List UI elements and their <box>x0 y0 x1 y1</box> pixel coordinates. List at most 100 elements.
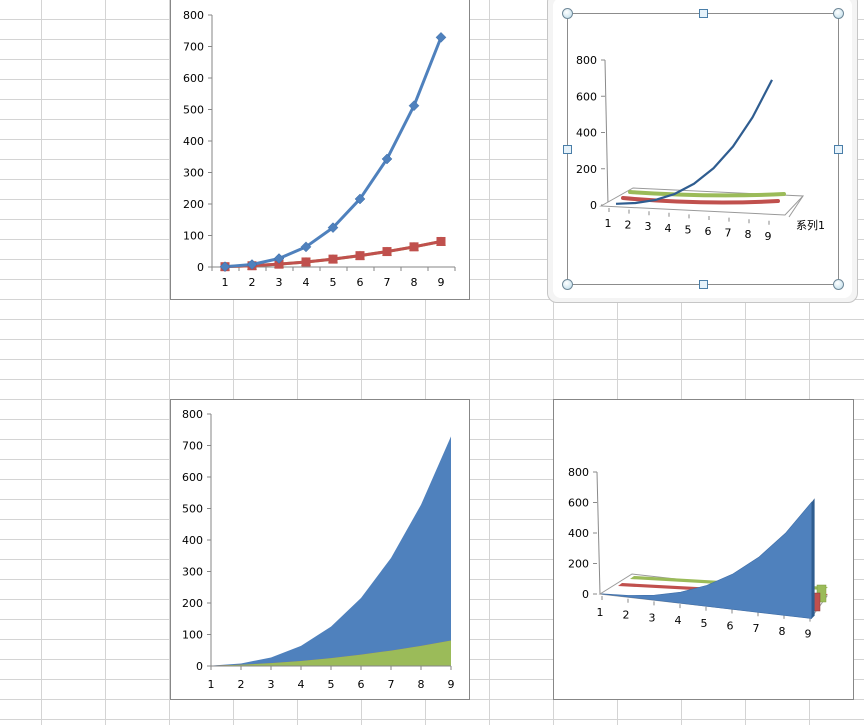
square-marker <box>274 259 284 269</box>
y-tick-label: 0 <box>590 199 597 212</box>
x-tick-label: 8 <box>779 625 786 638</box>
x-tick-label: 2 <box>623 609 630 622</box>
resize-handle-bottom-left[interactable] <box>562 279 573 290</box>
y-tick-label: 0 <box>197 261 204 274</box>
line-chart-with-markers[interactable]: 0 100 200 300 400 500 600 700 800 1 2 3 4 5 6 7 8 9 <box>170 0 470 300</box>
y-tick-label: 600 <box>576 90 597 103</box>
diamond-marker <box>381 153 393 165</box>
x-tick-label: 9 <box>805 628 812 641</box>
y-tick-label: 500 <box>183 104 204 117</box>
x-tick-label: 2 <box>249 276 256 289</box>
x-tick-label: 3 <box>276 276 283 289</box>
x-tick-label: 8 <box>411 276 418 289</box>
y-tick-label: 400 <box>568 527 589 540</box>
x-tick-label: 7 <box>725 227 732 240</box>
y-tick-label: 500 <box>182 503 203 516</box>
x-tick-label: 9 <box>438 276 445 289</box>
square-marker <box>436 236 446 246</box>
series2-ribbon <box>621 196 780 205</box>
resize-handle-top-right[interactable] <box>833 8 844 19</box>
resize-handle-top-left[interactable] <box>562 8 573 19</box>
y-tick-label: 600 <box>568 497 589 510</box>
y-tick-label: 800 <box>568 466 589 479</box>
y-tick-label: 400 <box>182 534 203 547</box>
diamond-marker <box>246 259 258 270</box>
x-tick-label: 3 <box>645 220 652 233</box>
y-tick-label: 300 <box>182 566 203 579</box>
x-tick-label: 6 <box>705 225 712 238</box>
y-tick-label: 700 <box>182 440 203 453</box>
series1-area <box>601 501 812 619</box>
y-tick-label: 800 <box>183 9 204 22</box>
x-tick-label: 6 <box>357 276 364 289</box>
resize-handle-top[interactable] <box>699 9 708 18</box>
x-tick-label: 8 <box>418 678 425 691</box>
resize-handle-bottom-right[interactable] <box>833 279 844 290</box>
x-tick-label: 7 <box>388 678 395 691</box>
y-tick-label: 800 <box>182 408 203 421</box>
square-marker <box>355 251 365 261</box>
y-tick-label: 200 <box>182 597 203 610</box>
y-tick-label: 700 <box>183 41 204 54</box>
diamond-marker <box>273 253 285 264</box>
line-chart-plot: 0 100 200 300 400 500 600 700 800 1 2 3 4 5 6 7 8 9 <box>183 9 456 289</box>
area-series <box>211 640 451 666</box>
series1-ribbon <box>615 79 773 205</box>
x-tick-label: 4 <box>298 678 305 691</box>
y-tick-label: 100 <box>183 230 204 243</box>
square-marker <box>301 257 311 267</box>
square-marker <box>382 247 392 257</box>
x-tick-label: 9 <box>765 230 772 243</box>
y-tick-label: 200 <box>183 198 204 211</box>
square-marker <box>409 242 419 252</box>
x-tick-label: 1 <box>597 606 604 619</box>
y-tick-label: 300 <box>183 167 204 180</box>
resize-handle-bottom[interactable] <box>699 280 708 289</box>
3d-line-chart[interactable] <box>567 13 839 285</box>
x-tick-label: 3 <box>649 611 656 624</box>
y-tick-label: 600 <box>183 72 204 85</box>
square-marker <box>328 254 338 264</box>
x-tick-label: 5 <box>330 276 337 289</box>
y-tick-label: 600 <box>182 471 203 484</box>
3d-area-chart[interactable]: 0 200 400 600 800 1 2 3 4 5 6 7 8 9 <box>553 399 854 700</box>
x-tick-label: 6 <box>358 678 365 691</box>
x-tick-label: 1 <box>208 678 215 691</box>
series3-ribbon <box>628 190 786 198</box>
diamond-marker <box>435 32 447 43</box>
x-tick-label: 9 <box>448 678 455 691</box>
series1-area-side <box>811 498 815 619</box>
x-tick-label: 4 <box>665 222 672 235</box>
x-tick-label: 2 <box>238 678 245 691</box>
x-tick-label: 1 <box>222 276 229 289</box>
area-series <box>211 436 451 666</box>
x-tick-label: 6 <box>727 620 734 633</box>
y-tick-label: 400 <box>183 135 204 148</box>
y-tick-label: 0 <box>582 588 589 601</box>
diamond-marker <box>219 261 231 273</box>
x-tick-label: 3 <box>268 678 275 691</box>
x-tick-label: 5 <box>328 678 335 691</box>
x-tick-label: 4 <box>675 614 682 627</box>
diamond-marker <box>300 241 312 253</box>
x-tick-label: 7 <box>384 276 391 289</box>
diamond-marker <box>327 222 339 233</box>
x-tick-label: 1 <box>605 217 612 230</box>
diamond-marker <box>354 193 366 205</box>
y-tick-label: 200 <box>568 558 589 571</box>
x-tick-label: 8 <box>745 228 752 241</box>
depth-axis-label: 系列1 <box>796 218 825 232</box>
diamond-marker <box>408 100 420 112</box>
x-tick-label: 4 <box>303 276 310 289</box>
area-chart-plot: 0 100 200 300 400 500 600 700 800 1 2 3 4 5 6 7 8 9 <box>182 408 455 691</box>
resize-handle-right[interactable] <box>834 145 843 154</box>
3d-line-chart-plot: 0 200 400 600 800 1 2 3 4 5 6 7 8 9 系列1 <box>576 54 825 243</box>
y-tick-label: 200 <box>576 163 597 176</box>
x-tick-label: 5 <box>685 223 692 236</box>
x-tick-label: 2 <box>625 219 632 232</box>
y-tick-label: 400 <box>576 127 597 140</box>
resize-handle-left[interactable] <box>563 145 572 154</box>
area-chart[interactable]: 0 100 200 300 400 500 600 700 800 1 2 3 4 5 6 7 8 9 <box>170 399 470 700</box>
y-tick-label: 100 <box>182 629 203 642</box>
x-tick-label: 7 <box>753 622 760 635</box>
